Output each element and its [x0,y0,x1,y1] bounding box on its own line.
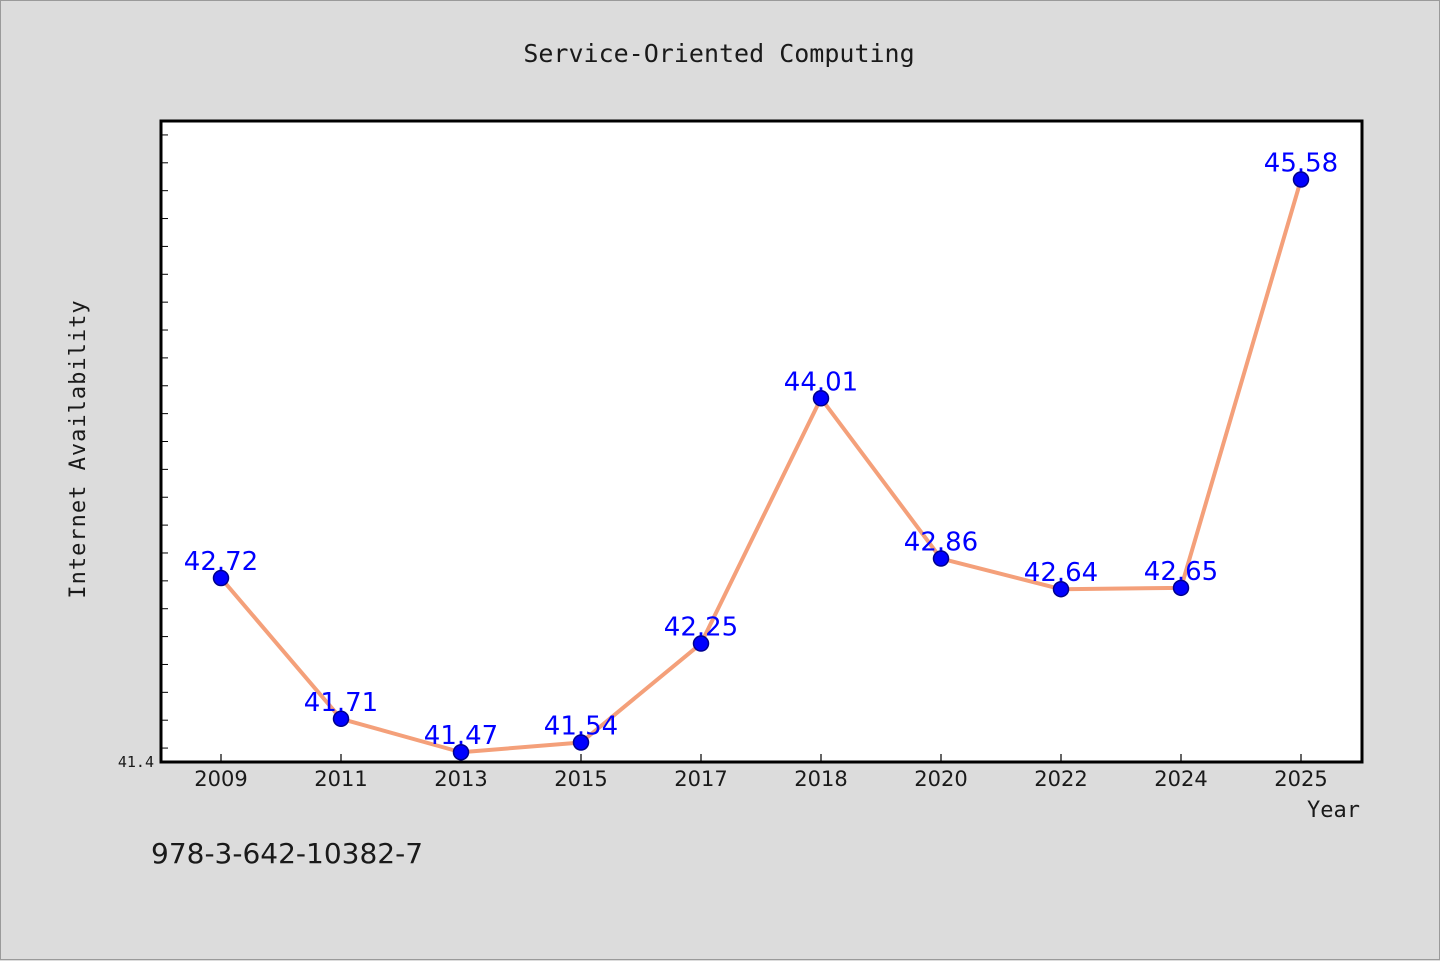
data-markers [212,171,1310,761]
x-tick-label: 2017 [674,767,727,791]
data-label: 42.86 [904,528,978,558]
data-label: 44.01 [784,367,858,397]
data-point [452,743,470,761]
x-tick-label: 2020 [914,767,967,791]
x-axis-ticks [220,754,1302,762]
data-point [932,550,950,567]
x-tick-label: 2015 [554,767,607,791]
data-label: 41.54 [544,711,618,741]
x-tick-label: 2024 [1154,767,1207,791]
x-tick-label: 2013 [434,767,487,791]
x-tick-label: 2025 [1274,767,1327,791]
series-line [219,178,1303,755]
data-labels: 42.72 41.71 41.47 41.54 42.25 44.01 42.86 42.64… [184,149,1338,752]
x-tick-label: 2009 [194,767,247,791]
data-label: 41.71 [304,688,378,718]
data-label: 42.64 [1024,558,1098,588]
x-tick-labels: 2009 2011 2013 2015 2017 2018 2020 2022 2024 2025 [194,767,1327,791]
data-point [812,390,830,407]
isbn-text: 978-3-642-10382-7 [151,837,423,870]
x-tick-label: 2011 [314,767,367,791]
data-point [572,734,590,751]
y-tick-label: 41.4 [118,753,154,771]
data-point [332,710,350,728]
data-label: 42.65 [1144,557,1218,587]
data-label: 42.72 [184,547,258,577]
x-tick-label: 2022 [1034,767,1087,791]
data-label: 42.25 [664,613,738,643]
data-point [1172,579,1190,597]
data-point [1052,580,1070,598]
data-point [1292,171,1310,188]
y-axis-ticks [161,134,168,749]
x-axis-label: Year [1307,798,1360,823]
y-tick-labels: 41.4 [118,753,154,771]
x-tick-label: 2018 [794,767,847,791]
data-label: 45.58 [1264,149,1338,179]
data-point [692,635,710,652]
y-axis-label: Internet Availability [66,299,91,598]
data-point [212,569,230,587]
data-label: 41.47 [424,721,498,751]
chart-title: Service-Oriented Computing [523,39,914,68]
plot-area [159,119,1364,764]
